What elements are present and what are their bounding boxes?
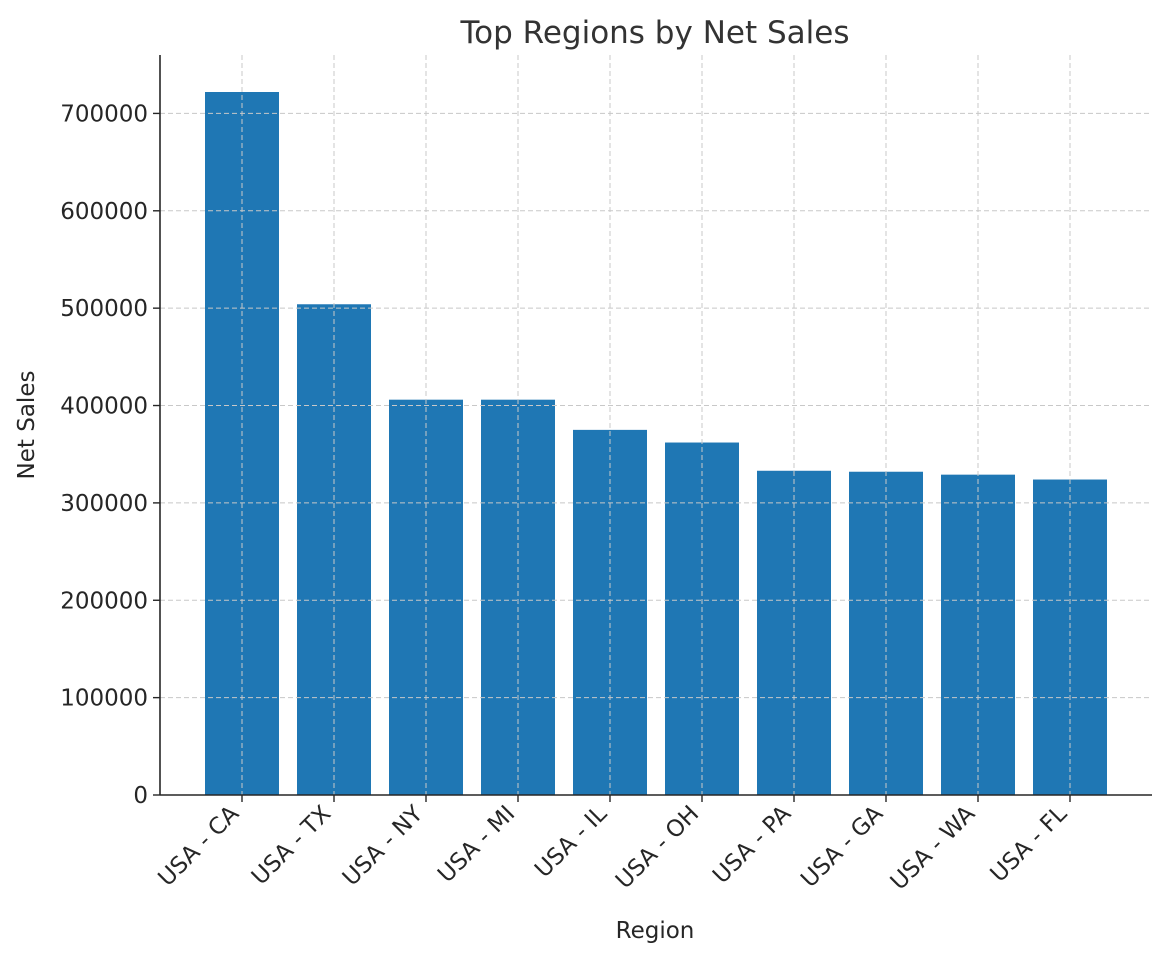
y-ticks: 0 100000 200000 300000 400000 500000 600000 700… bbox=[60, 101, 160, 809]
x-tick-label: USA - MI bbox=[433, 801, 520, 888]
bar bbox=[1033, 479, 1107, 795]
y-tick-label: 200000 bbox=[60, 588, 148, 614]
axes bbox=[159, 55, 1152, 796]
x-tick-label: USA - FL bbox=[986, 801, 1073, 888]
y-axis-label: Net Sales bbox=[14, 371, 40, 480]
chart-title: Top Regions by Net Sales bbox=[460, 15, 850, 51]
x-ticks: USA - CA USA - TX USA - NY USA - MI USA - IL… bbox=[154, 795, 1073, 896]
x-tick-label: USA - TX bbox=[247, 801, 336, 890]
y-tick-label: 100000 bbox=[60, 686, 148, 712]
x-axis-label: Region bbox=[616, 918, 695, 944]
x-tick-label: USA - GA bbox=[796, 801, 888, 893]
x-tick-label: USA - PA bbox=[708, 801, 796, 889]
y-tick-label: 400000 bbox=[60, 394, 148, 420]
bars bbox=[205, 92, 1107, 795]
y-tick-label: 0 bbox=[133, 783, 148, 809]
x-tick-label: USA - CA bbox=[154, 801, 245, 892]
y-tick-label: 600000 bbox=[60, 199, 148, 225]
x-tick-label: USA - WA bbox=[886, 801, 981, 896]
y-tick-label: 700000 bbox=[60, 101, 148, 127]
x-tick-label: USA - IL bbox=[530, 801, 612, 883]
x-tick-label: USA - OH bbox=[611, 801, 704, 894]
x-tick-label: USA - NY bbox=[338, 800, 429, 891]
y-tick-label: 500000 bbox=[60, 296, 148, 322]
y-tick-label: 300000 bbox=[60, 491, 148, 517]
bar bbox=[573, 429, 647, 795]
grid-lines bbox=[160, 55, 1152, 795]
